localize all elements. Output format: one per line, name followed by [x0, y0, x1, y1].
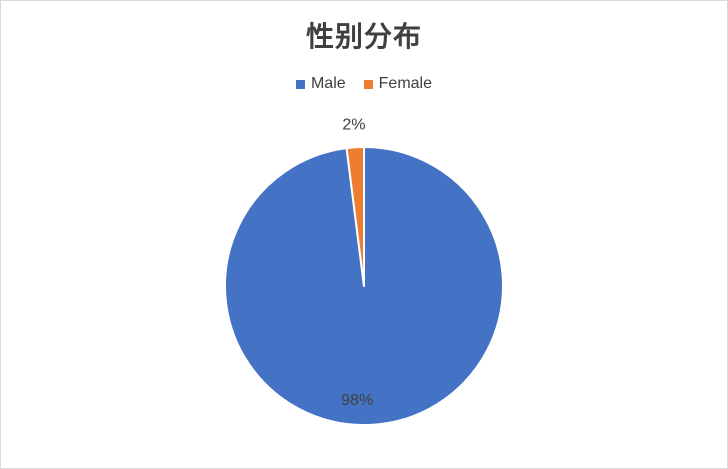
- legend-swatch-male: [295, 79, 305, 89]
- chart-title: 性别分布: [305, 20, 422, 53]
- legend-label-female: Female: [378, 75, 433, 92]
- legend-label-male: Male: [310, 75, 346, 92]
- data-label-male: 98%: [341, 392, 373, 409]
- legend-item-female: Female: [363, 75, 433, 93]
- legend-swatch-female: [363, 79, 373, 89]
- legend: Male Female: [1, 75, 727, 93]
- legend-item-male: Male: [295, 75, 346, 93]
- pie-slice-female: [345, 146, 365, 287]
- data-label-female: 2%: [342, 117, 365, 134]
